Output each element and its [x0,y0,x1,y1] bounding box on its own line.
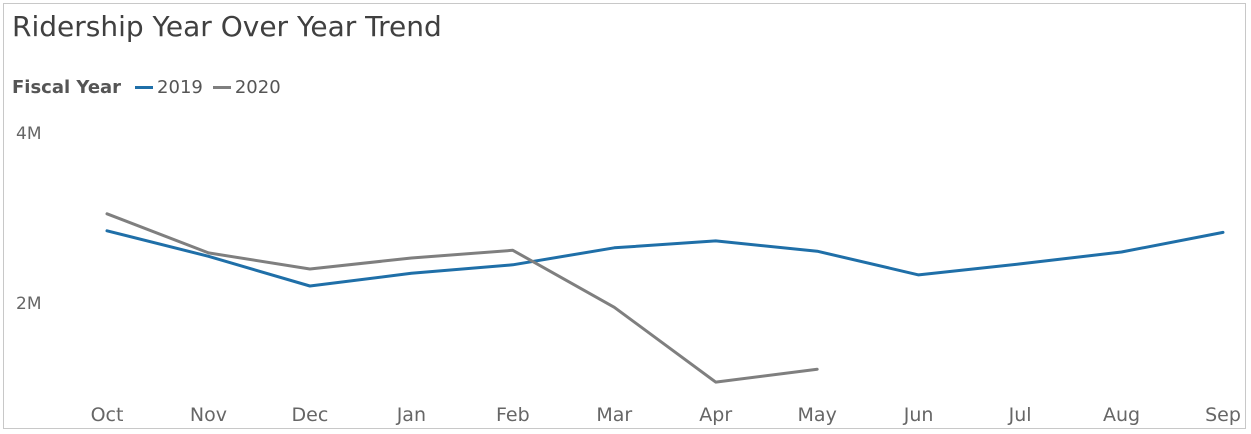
legend-swatch-2020 [212,85,231,89]
x-tick-label-apr: Apr [699,404,732,426]
chart-title: Ridership Year Over Year Trend [12,10,442,43]
x-tick-label-feb: Feb [496,404,530,426]
x-tick-label-jan: Jan [396,404,426,426]
legend-title: Fiscal Year [12,76,122,98]
x-tick-label-dec: Dec [292,404,329,426]
legend-label-2020: 2020 [234,76,281,98]
chart-legend: Fiscal Year 2019 2020 [12,76,291,98]
x-tick-label-sep: Sep [1205,404,1241,426]
series-line-2019[interactable] [105,229,1225,288]
x-tick-label-nov: Nov [190,404,227,426]
x-tick-label-may: May [798,404,837,426]
legend-swatch-2019 [135,85,154,89]
y-tick-label: 2M [16,294,41,314]
x-tick-label-jun: Jun [903,404,934,426]
series-line-2020[interactable] [105,212,819,384]
x-tick-label-jul: Jul [1008,404,1032,426]
legend-label-2019: 2019 [157,76,203,98]
legend-item-2019[interactable]: 2019 [135,77,203,98]
x-tick-label-oct: Oct [91,404,124,426]
legend-item-2020[interactable]: 2020 [212,76,281,98]
x-tick-label-aug: Aug [1103,404,1140,426]
chart-frame [3,3,1246,429]
y-tick-label: 4M [16,124,41,144]
x-tick-label-mar: Mar [596,404,632,426]
